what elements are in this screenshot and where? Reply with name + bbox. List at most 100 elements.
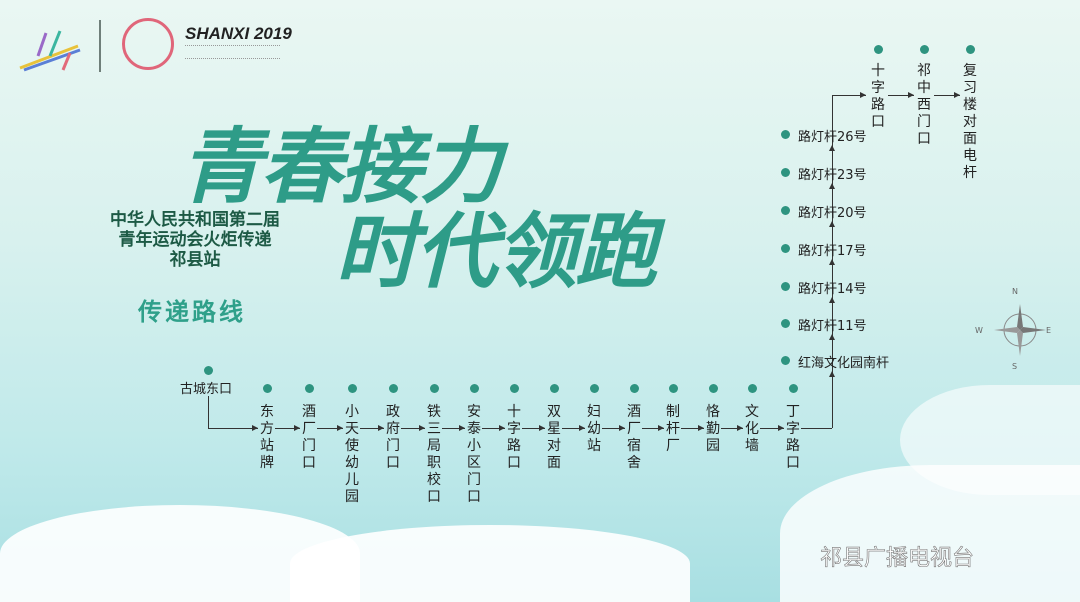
arrow-right-icon [860, 92, 866, 98]
compass-icon [990, 300, 1050, 360]
compass-e: E [1046, 326, 1052, 335]
route-stop: 文化墙 [745, 404, 759, 454]
route-dot [204, 366, 213, 375]
title-line2: 时代领跑 [335, 204, 657, 300]
arrow-right-icon [459, 425, 465, 431]
route-stop: 制杆厂 [666, 404, 680, 454]
arrow-right-icon [539, 425, 545, 431]
route-title: 传递路线 [138, 298, 246, 326]
route-dot [781, 282, 790, 291]
emblem-logo [122, 18, 174, 70]
route-line [275, 428, 300, 429]
route-line [832, 95, 866, 96]
route-stop: 酒厂宿舍 [627, 404, 641, 471]
arrow-right-icon [658, 425, 664, 431]
compass-s: S [1012, 362, 1018, 371]
arrow-right-icon [778, 425, 784, 431]
route-stop: 路灯杆26号 [798, 130, 867, 145]
route-line [442, 428, 465, 429]
route-stop: 政府门口 [386, 404, 400, 471]
arrow-right-icon [737, 425, 743, 431]
route-stop: 丁字路口 [786, 404, 800, 471]
route-dot [510, 384, 519, 393]
route-line [482, 428, 505, 429]
route-line [208, 428, 258, 429]
route-stop: 十字路口 [507, 404, 521, 471]
route-line [208, 396, 209, 428]
route-dot [590, 384, 599, 393]
cloud [900, 385, 1080, 495]
arrow-up-icon [829, 145, 835, 151]
brand-subtext [185, 45, 280, 59]
route-stop: 铁三局职校口 [427, 404, 441, 505]
arrow-right-icon [499, 425, 505, 431]
route-line [888, 95, 914, 96]
subtitle-line: 青年运动会火炬传递 [118, 230, 272, 250]
arrow-right-icon [619, 425, 625, 431]
route-stop: 妇幼站 [587, 404, 601, 454]
games-logo [18, 28, 88, 73]
route-dot [789, 384, 798, 393]
route-stop: 十字路口 [871, 63, 885, 130]
route-dot [748, 384, 757, 393]
arrow-right-icon [252, 425, 258, 431]
arrow-right-icon [954, 92, 960, 98]
route-line [562, 428, 585, 429]
subtitle-line: 祁县站 [169, 250, 221, 270]
arrow-right-icon [294, 425, 300, 431]
route-line [801, 428, 832, 429]
subtitle-line: 中华人民共和国第二届 [110, 210, 280, 230]
cloud [290, 525, 690, 602]
route-stop: 路灯杆23号 [798, 168, 867, 183]
route-line [642, 428, 664, 429]
route-stop: 东方站牌 [260, 404, 274, 471]
watermark: 祁县广播电视台 [820, 546, 975, 572]
route-stop: 酒厂门口 [302, 404, 316, 471]
route-stop: 小天使幼儿园 [345, 404, 359, 505]
route-stop: 祁中西门口 [917, 63, 931, 147]
route-stop: 路灯杆20号 [798, 206, 867, 221]
route-line [360, 428, 384, 429]
compass-w: W [975, 326, 983, 335]
route-line [934, 95, 960, 96]
route-stop: 复习楼对面电杆 [963, 63, 977, 181]
route-dot [630, 384, 639, 393]
route-dot [781, 206, 790, 215]
route-stop-start: 古城东口 [180, 382, 233, 397]
route-stop: 双星对面 [547, 404, 561, 471]
subtitle: 中华人民共和国第二届 青年运动会火炬传递 祁县站 [95, 210, 295, 270]
arrow-right-icon [698, 425, 704, 431]
route-dot [781, 244, 790, 253]
arrow-up-icon [829, 334, 835, 340]
route-dot [781, 168, 790, 177]
route-stop: 路灯杆11号 [798, 319, 867, 334]
route-dot [389, 384, 398, 393]
route-dot [781, 130, 790, 139]
arrow-right-icon [378, 425, 384, 431]
arrow-up-icon [829, 183, 835, 189]
route-line [681, 428, 704, 429]
route-line [721, 428, 743, 429]
route-dot [470, 384, 479, 393]
route-stop: 红海文化园南杆 [798, 356, 890, 371]
arrow-up-icon [829, 259, 835, 265]
brand-text: SHANXI 2019 [185, 24, 292, 43]
arrow-right-icon [337, 425, 343, 431]
compass-n: N [1012, 287, 1018, 296]
route-line [602, 428, 625, 429]
route-dot [966, 45, 975, 54]
route-stop: 路灯杆14号 [798, 282, 867, 297]
title-line1: 青春接力 [180, 119, 502, 215]
route-stop: 路灯杆17号 [798, 244, 867, 259]
route-dot [348, 384, 357, 393]
arrow-up-icon [829, 221, 835, 227]
arrow-right-icon [908, 92, 914, 98]
route-dot [920, 45, 929, 54]
route-dot [305, 384, 314, 393]
route-line [522, 428, 545, 429]
route-dot [669, 384, 678, 393]
route-dot [430, 384, 439, 393]
route-line [760, 428, 784, 429]
arrow-up-icon [829, 371, 835, 377]
route-dot [709, 384, 718, 393]
